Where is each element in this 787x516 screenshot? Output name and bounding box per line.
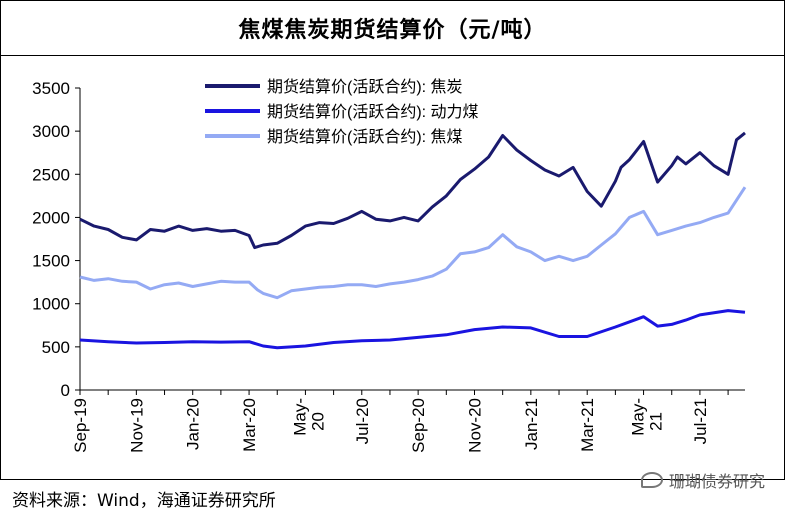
watermark-text: 珊瑚债券研究 [668, 472, 765, 491]
y-tick-label: 1500 [32, 252, 70, 271]
x-tick-label-text: Mar-21 [578, 398, 597, 452]
x-tick-label: Jan-20 [184, 398, 203, 450]
axes: 0 500 1000 1500 2000 2500 3000 3500 Sep-19 Nov-19… [32, 79, 745, 453]
y-tick-label: 3500 [32, 79, 70, 98]
x-tick-label-text: Jul-20 [353, 398, 372, 444]
x-tick-label-text: May- [290, 398, 309, 436]
x-tick-label: Sep-19 [71, 398, 90, 453]
x-tick-label-text: Jan-21 [522, 398, 541, 450]
x-tick-label: Sep-20 [409, 398, 428, 453]
x-tick-label: Jul-21 [691, 398, 710, 444]
x-tick-label: Nov-19 [127, 398, 146, 453]
chart-title-bar: 焦煤焦炭期货结算价（元/吨） [0, 0, 785, 56]
x-tick-label: May- 20 [290, 398, 327, 436]
x-tick-label: Jul-20 [353, 398, 372, 444]
y-tick-label: 3000 [32, 122, 70, 141]
x-tick-label-text: Nov-20 [465, 398, 484, 453]
watermark: 珊瑚债券研究 [640, 468, 765, 492]
y-tick-label: 0 [61, 381, 70, 400]
x-tick-label: Mar-21 [578, 398, 597, 452]
legend: 期货结算价(活跃合约): 焦炭期货结算价(活跃合约): 动力煤期货结算价(活跃合… [205, 77, 479, 146]
series-group [79, 131, 747, 350]
x-tick-label-text: Jul-21 [691, 398, 710, 444]
series-line-2 [79, 186, 747, 300]
series-line-1 [79, 309, 746, 350]
x-tick-label-text: Jan-20 [184, 398, 203, 450]
x-tick-label: Jan-21 [522, 398, 541, 450]
x-tick-label: May- 21 [629, 398, 666, 436]
legend-label-0: 期货结算价(活跃合约): 焦炭 [267, 77, 463, 96]
x-tick-label-text: Sep-19 [71, 398, 90, 453]
series-line-0 [79, 131, 746, 250]
legend-label-1: 期货结算价(活跃合约): 动力煤 [267, 102, 479, 121]
x-tick-label-text: Nov-19 [127, 398, 146, 453]
x-tick-label-text: 21 [647, 412, 666, 431]
source-note: 资料来源：Wind，海通证券研究所 [12, 491, 276, 511]
x-tick-label: Nov-20 [465, 398, 484, 453]
chart-title: 焦煤焦炭期货结算价（元/吨） [238, 17, 547, 43]
y-tick-label: 500 [42, 338, 70, 357]
legend-label-2: 期货结算价(活跃合约): 焦煤 [267, 127, 463, 146]
line-chart: 0 500 1000 1500 2000 2500 3000 3500 Sep-19 Nov-19… [32, 77, 747, 453]
x-tick-label: Mar-20 [240, 398, 259, 452]
x-tick-label-text: May- [629, 398, 648, 436]
y-tick-label: 2500 [32, 165, 70, 184]
x-tick-label-text: 20 [308, 412, 327, 431]
y-tick-label: 2000 [32, 208, 70, 227]
chat-bubble-icon [640, 472, 663, 488]
y-tick-label: 1000 [32, 295, 70, 314]
chart-frame [0, 0, 785, 480]
x-tick-label-text: Mar-20 [240, 398, 259, 452]
x-tick-label-text: Sep-20 [409, 398, 428, 453]
